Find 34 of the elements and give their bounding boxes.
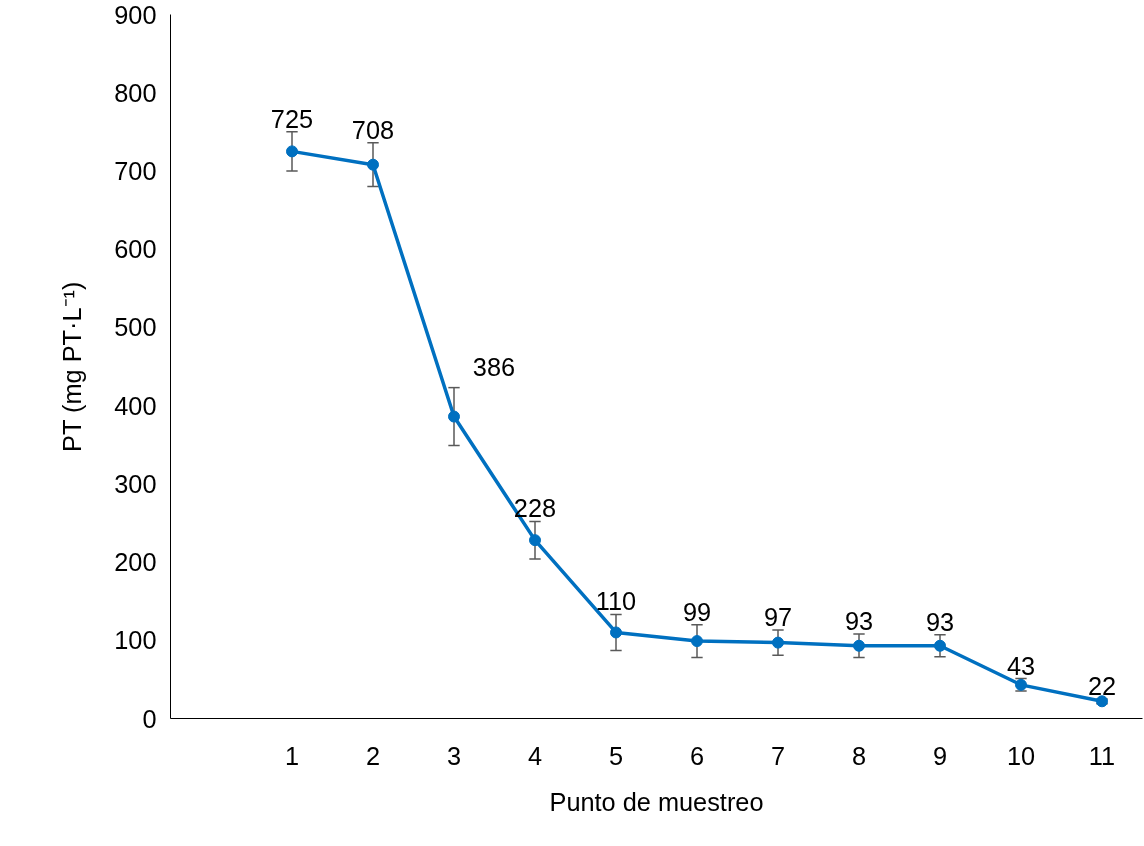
y-tick-label: 300 [114, 469, 157, 498]
y-tick-label: 900 [114, 0, 157, 29]
x-tick-label: 11 [1088, 741, 1116, 770]
x-tick-label: 3 [446, 741, 462, 770]
data-label: 99 [682, 597, 712, 626]
y-tick-label: 500 [114, 313, 157, 342]
data-label: 110 [595, 587, 637, 616]
data-label: 22 [1087, 671, 1117, 700]
y-tick-label: 800 [114, 78, 157, 107]
y-tick-label: 200 [114, 548, 157, 577]
data-label: 93 [925, 607, 955, 636]
x-tick-label: 9 [932, 741, 948, 770]
data-label: 93 [844, 607, 874, 636]
x-tick-label: 10 [1006, 741, 1036, 770]
y-tick-label: 0 [142, 704, 157, 733]
x-tick-label: 6 [689, 741, 705, 770]
data-label: 386 [472, 352, 516, 381]
data-label: 725 [270, 104, 314, 133]
x-axis-title: Punto de muestreo [549, 787, 764, 816]
data-label: 708 [351, 115, 395, 144]
y-tick-label: 100 [114, 626, 157, 655]
y-tick-label: 700 [114, 156, 157, 185]
x-tick-label: 2 [365, 741, 381, 770]
data-label: 228 [513, 494, 557, 523]
x-tick-label: 1 [284, 741, 300, 770]
y-tick-label: 600 [114, 235, 157, 264]
y-axis-title: PT (mg PT·L⁻¹) [58, 281, 87, 452]
data-label: 43 [1006, 651, 1036, 680]
x-tick-label: 4 [527, 741, 543, 770]
x-tick-label: 8 [851, 741, 867, 770]
x-tick-label: 5 [608, 741, 624, 770]
y-tick-label: 400 [114, 391, 157, 420]
data-label: 97 [763, 603, 793, 632]
x-tick-label: 7 [770, 741, 786, 770]
